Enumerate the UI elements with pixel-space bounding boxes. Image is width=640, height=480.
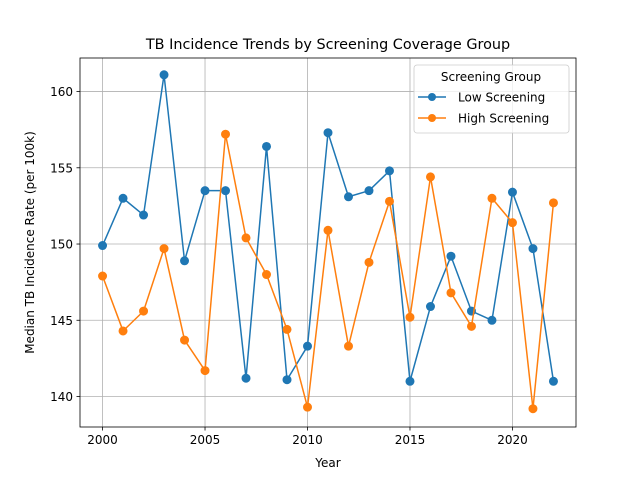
data-point-high-screening (384, 196, 394, 206)
legend-box (413, 64, 570, 134)
data-point-low-screening (323, 128, 333, 138)
series-line-high-screening (101, 133, 555, 410)
legend-marker-low-screening (428, 93, 436, 101)
x-tick-label: 2000 (87, 433, 118, 447)
y-tick-label: 140 (50, 390, 73, 404)
data-point-low-screening (528, 244, 538, 254)
data-point-high-screening (159, 244, 169, 254)
data-point-low-screening (118, 193, 128, 203)
data-point-low-screening (548, 376, 558, 386)
data-point-high-screening (118, 326, 128, 336)
legend-item-low-screening: Low Screening (418, 91, 545, 105)
data-point-low-screening (446, 251, 456, 261)
y-tick-label: 160 (50, 85, 73, 99)
data-point-low-screening (180, 256, 190, 266)
data-point-high-screening (487, 193, 497, 203)
data-point-low-screening (98, 241, 108, 251)
legend-label-high-screening: High Screening (458, 112, 549, 126)
legend-marker-high-screening (428, 114, 436, 122)
data-point-low-screening (282, 375, 292, 385)
data-point-low-screening (405, 376, 415, 386)
chart-title: TB Incidence Trends by Screening Coverag… (145, 37, 510, 53)
series-layer (98, 70, 558, 414)
data-point-high-screening (364, 257, 374, 267)
plot-frame (79, 57, 577, 428)
data-point-low-screening (364, 186, 374, 196)
x-tick-label: 2005 (190, 433, 221, 447)
legend: Screening Group Low Screening High Screen… (413, 64, 570, 134)
data-point-high-screening (303, 402, 313, 412)
data-point-high-screening (139, 306, 149, 316)
legend-title: Screening Group (441, 70, 541, 84)
x-tick-label: 2010 (292, 433, 323, 447)
data-point-high-screening (323, 225, 333, 235)
y-tick-label: 145 (50, 314, 73, 328)
x-axis: 2000 2005 2010 2015 2020 (87, 427, 528, 447)
data-point-high-screening (466, 321, 476, 331)
y-tick-label: 150 (50, 238, 73, 252)
data-point-high-screening (180, 335, 190, 345)
legend-item-high-screening: High Screening (418, 112, 549, 126)
legend-label-low-screening: Low Screening (458, 91, 545, 105)
data-point-low-screening (343, 192, 353, 202)
data-point-high-screening (405, 312, 415, 322)
data-point-high-screening (98, 271, 108, 281)
data-point-high-screening (282, 324, 292, 334)
data-point-high-screening (221, 129, 231, 139)
data-point-low-screening (303, 341, 313, 351)
data-point-high-screening (425, 172, 435, 182)
data-point-high-screening (200, 366, 210, 376)
data-point-low-screening (262, 141, 272, 151)
x-axis-label: Year (314, 456, 340, 470)
data-point-low-screening (139, 210, 149, 220)
y-axis: 140 145 150 155 160 (50, 85, 80, 404)
data-point-low-screening (159, 70, 169, 80)
data-point-high-screening (343, 341, 353, 351)
data-point-high-screening (548, 198, 558, 208)
series-high-screening (98, 129, 558, 414)
data-point-low-screening (425, 302, 435, 312)
data-point-high-screening (262, 270, 272, 280)
x-tick-label: 2015 (395, 433, 426, 447)
series-low-screening (98, 70, 558, 386)
data-point-low-screening (241, 373, 251, 383)
y-tick-label: 155 (50, 161, 73, 175)
data-point-high-screening (507, 218, 517, 228)
y-axis-label: Median TB Incidence Rate (per 100k) (23, 131, 37, 354)
data-point-high-screening (446, 288, 456, 298)
x-tick-label: 2020 (497, 433, 528, 447)
data-point-low-screening (507, 187, 517, 197)
data-point-high-screening (241, 233, 251, 243)
data-point-low-screening (384, 166, 394, 176)
data-point-low-screening (221, 186, 231, 196)
data-point-low-screening (200, 186, 210, 196)
data-point-high-screening (528, 404, 538, 414)
data-point-low-screening (487, 315, 497, 325)
